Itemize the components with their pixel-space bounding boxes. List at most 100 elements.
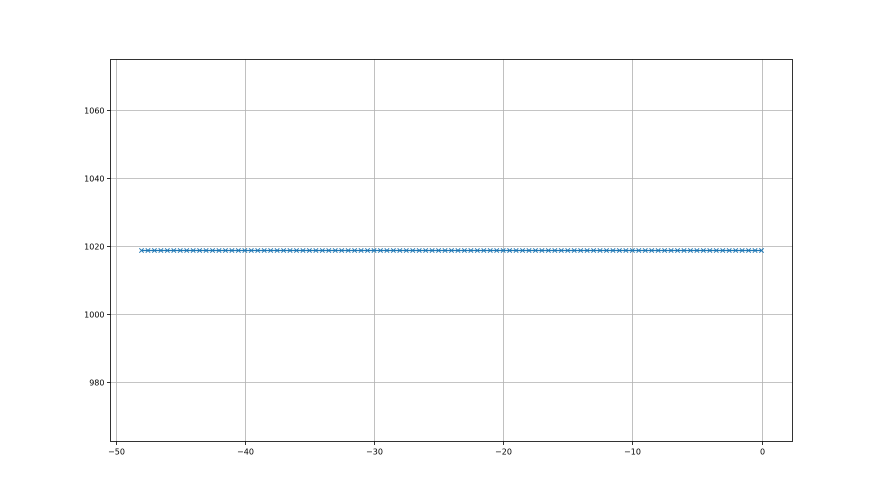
data-point-marker	[649, 247, 655, 254]
data-point-marker	[281, 247, 287, 254]
data-point-marker	[591, 247, 597, 254]
data-point-marker	[184, 247, 190, 254]
data-point-marker	[455, 247, 461, 254]
data-point-marker	[507, 247, 513, 254]
data-point-marker	[332, 247, 338, 254]
data-point-marker	[519, 247, 526, 254]
data-point-marker	[197, 247, 203, 254]
data-point-marker	[758, 247, 765, 254]
data-point-marker	[138, 247, 145, 254]
y-tick-label: 980	[89, 379, 104, 388]
data-point-marker	[352, 247, 358, 254]
data-point-marker	[636, 247, 642, 254]
data-point-marker	[713, 247, 719, 254]
data-point-marker	[674, 247, 681, 254]
data-point-marker	[216, 247, 222, 254]
data-point-marker	[319, 247, 325, 254]
data-point-marker	[662, 247, 668, 254]
data-point-marker	[584, 247, 590, 254]
data-point-marker	[687, 247, 694, 254]
x-tick-label: −40	[237, 448, 254, 457]
data-point-marker	[429, 247, 435, 254]
data-point-marker	[694, 247, 700, 254]
data-point-marker	[474, 247, 480, 254]
data-point-marker	[720, 247, 726, 254]
data-point-marker	[752, 247, 758, 254]
data-point-marker	[707, 247, 713, 254]
data-point-marker	[746, 247, 752, 254]
data-point-marker	[668, 247, 674, 254]
data-point-marker	[578, 247, 584, 254]
data-point-marker	[248, 247, 254, 254]
data-point-marker	[300, 247, 306, 254]
data-point-marker	[571, 247, 577, 254]
data-point-marker	[222, 247, 229, 254]
data-point-marker	[164, 247, 170, 254]
data-point-marker	[700, 247, 706, 254]
data-point-marker	[371, 247, 377, 254]
x-tick-label: 0	[760, 448, 765, 457]
data-point-marker	[597, 247, 603, 254]
data-point-marker	[306, 247, 312, 254]
data-point-marker	[158, 247, 164, 254]
data-point-marker	[190, 247, 196, 254]
data-point-marker	[681, 247, 687, 254]
data-point-marker	[448, 247, 455, 254]
axes: −50 −40 −30 −20 −10 0 980 1000 1020 1040 1060	[84, 107, 765, 457]
data-point-marker	[151, 247, 157, 254]
x-tick-label: −30	[366, 448, 383, 457]
data-point-marker	[313, 247, 319, 254]
x-tick-label: −10	[624, 448, 641, 457]
data-point-marker	[733, 247, 739, 254]
data-point-marker	[235, 247, 241, 254]
data-point-marker	[242, 247, 248, 254]
data-point-marker	[629, 247, 635, 254]
data-point-marker	[526, 247, 532, 254]
data-point-marker	[377, 247, 384, 254]
data-point-marker	[642, 247, 648, 254]
data-point-marker	[552, 247, 558, 254]
data-point-marker	[339, 247, 345, 254]
data-point-marker	[345, 247, 351, 254]
data-point-marker	[558, 247, 564, 254]
series	[138, 247, 765, 254]
data-point-marker	[487, 247, 493, 254]
data-point-marker	[513, 247, 519, 254]
data-point-marker	[442, 247, 448, 254]
data-point-marker	[397, 247, 403, 254]
y-tick-label: 1020	[84, 243, 104, 252]
data-point-marker	[358, 247, 364, 254]
data-point-marker	[364, 247, 371, 254]
data-point-marker	[209, 247, 216, 254]
data-point-marker	[539, 247, 545, 254]
data-point-marker	[274, 247, 280, 254]
data-point-marker	[500, 247, 506, 254]
y-tick-label: 1040	[84, 175, 104, 184]
data-point-marker	[268, 247, 274, 254]
data-point-marker	[494, 247, 500, 254]
data-point-marker	[739, 247, 745, 254]
data-point-marker	[461, 247, 467, 254]
data-point-marker	[229, 247, 235, 254]
data-point-marker	[545, 247, 551, 254]
data-point-marker	[436, 247, 442, 254]
data-point-marker	[255, 247, 261, 254]
data-point-marker	[177, 247, 183, 254]
data-point-marker	[623, 247, 629, 254]
data-point-marker	[287, 247, 293, 254]
data-point-marker	[610, 247, 616, 254]
data-point-marker	[171, 247, 177, 254]
data-point-marker	[416, 247, 422, 254]
y-tick-label: 1060	[84, 107, 104, 116]
data-point-marker	[410, 247, 416, 254]
data-point-marker	[655, 247, 661, 254]
data-point-marker	[293, 247, 300, 254]
data-point-marker	[326, 247, 332, 254]
data-point-marker	[145, 247, 151, 254]
x-tick-label: −50	[108, 448, 125, 457]
data-point-marker	[203, 247, 209, 254]
data-point-marker	[384, 247, 390, 254]
x-tick-label: −20	[495, 448, 512, 457]
data-point-marker	[532, 247, 539, 254]
